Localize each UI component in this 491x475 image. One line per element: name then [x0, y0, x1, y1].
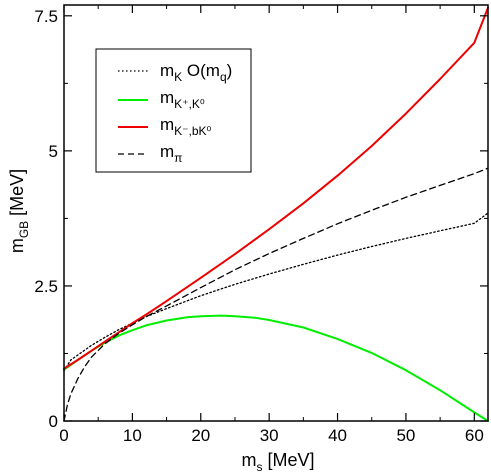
x-tick-label: 40 [328, 426, 347, 445]
x-ticks: 0 10 20 30 40 50 60 [59, 5, 484, 445]
series-line-3 [63, 167, 489, 422]
x-tick-label: 30 [260, 426, 279, 445]
legend-label-mK-plus: mK⁺,K⁰ [160, 88, 205, 111]
legend: mK O(mq) mK⁺,K⁰ mK⁻,bK⁰ mπ [95, 48, 252, 173]
series-line-0 [63, 212, 489, 372]
y-axis-title: mGB [MeV] [7, 169, 31, 253]
x-tick-label: 50 [396, 426, 415, 445]
legend-label-mK-minus: mK⁻,bK⁰ [160, 115, 212, 138]
y-ticks: 0 2.5 5 7.5 [34, 7, 488, 431]
y-tick-label: 5 [49, 142, 58, 161]
x-tick-label: 60 [465, 426, 484, 445]
x-axis-title: ms [MeV] [241, 450, 314, 474]
legend-box [95, 48, 252, 173]
y-tick-label: 0 [49, 412, 58, 431]
plot-frame [63, 4, 489, 422]
plot-lines [63, 6, 489, 422]
legend-label-mpi: mπ [160, 142, 182, 165]
x-tick-label: 10 [123, 426, 142, 445]
series-line-2 [63, 6, 489, 370]
y-tick-label: 7.5 [34, 7, 58, 26]
x-tick-label: 0 [59, 426, 68, 445]
legend-label-mK-Omq: mK O(mq) [160, 61, 232, 84]
x-tick-label: 20 [191, 426, 210, 445]
y-tick-label: 2.5 [34, 277, 58, 296]
